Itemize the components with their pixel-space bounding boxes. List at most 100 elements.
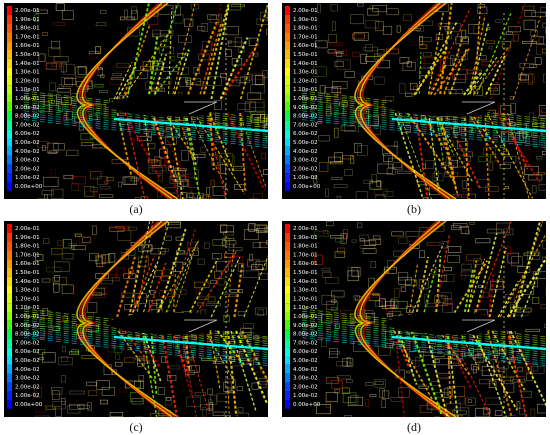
legend-swatch (285, 364, 290, 374)
legend-swatch (7, 285, 12, 295)
legend-label: 1.30e-01 (15, 70, 40, 76)
legend-swatch (285, 232, 290, 242)
legend-swatch (7, 6, 12, 15)
body-outline (184, 101, 218, 115)
legend-label: 1.40e-01 (15, 279, 40, 285)
legend-label: 1.90e-01 (15, 235, 40, 241)
legend-swatch (285, 259, 290, 268)
legend-label: 6.00e-02 (293, 131, 318, 137)
legend-label: 1.40e-01 (15, 61, 40, 67)
legend-label: 1.10e-01 (15, 305, 40, 311)
legend-label: 4.00e-02 (15, 367, 40, 373)
legend-swatch (7, 224, 12, 233)
legend-label: 0.00e+00 (15, 184, 43, 190)
legend-label: 1.00e-02 (293, 393, 318, 399)
contour-noise (314, 221, 546, 417)
legend-swatch (285, 400, 290, 409)
legend-label: 1.20e-01 (15, 78, 40, 84)
legend-swatch (285, 250, 290, 260)
legend-swatch (7, 312, 12, 321)
legend-swatch (7, 347, 12, 356)
body-shape (384, 312, 488, 335)
legend-label: 1.30e-01 (293, 70, 318, 76)
body-shape (106, 312, 210, 335)
legend-swatch (285, 268, 290, 277)
legend-label: 8.00e-02 (293, 114, 318, 120)
legend-swatch (7, 94, 12, 103)
legend-label: 5.00e-02 (15, 140, 40, 146)
color-legend (7, 6, 12, 191)
legend-label: 5.00e-02 (293, 358, 318, 364)
legend-label: 6.00e-02 (293, 349, 318, 355)
legend-swatch (285, 14, 290, 24)
legend-label: 2.00e-02 (293, 384, 318, 390)
legend-label: 1.80e-01 (15, 244, 40, 250)
legend-label: 3.00e-02 (15, 376, 40, 382)
legend-label: 1.60e-01 (293, 261, 318, 267)
legend-label: 4.00e-02 (293, 149, 318, 155)
legend-swatch (285, 146, 290, 156)
legend-swatch (7, 41, 12, 50)
legend-swatch (285, 6, 290, 15)
legend-swatch (7, 294, 12, 304)
legend-swatch (7, 329, 12, 339)
legend-swatch (7, 102, 12, 112)
legend-swatch (7, 14, 12, 24)
legend-label: 3.00e-02 (15, 158, 40, 164)
contour-panel-c: 2.00e-01 1.90e-01 1.80e-01 1.70e-01 1.60e-01… (4, 221, 268, 417)
legend-swatch (7, 259, 12, 268)
legend-swatch (285, 356, 290, 365)
caption-c: (c) (129, 420, 143, 434)
legend-label: 1.10e-01 (293, 305, 318, 311)
legend-label: 7.00e-02 (293, 340, 318, 346)
legend-swatch (7, 155, 12, 165)
legend-label: 1.50e-01 (15, 270, 40, 276)
legend-swatch (7, 356, 12, 365)
legend-swatch (7, 232, 12, 242)
legend-swatch (285, 76, 290, 86)
legend-swatch (7, 23, 12, 33)
legend-swatch (7, 50, 12, 59)
legend-swatch (285, 85, 290, 94)
legend-label: 7.00e-02 (15, 122, 40, 128)
legend-label: 0.00e+00 (293, 402, 321, 408)
legend-swatch (285, 294, 290, 304)
legend-swatch (285, 120, 290, 130)
legend-label: 1.30e-01 (293, 288, 318, 294)
legend-swatch (7, 373, 12, 383)
legend-label: 1.70e-01 (293, 252, 318, 258)
legend-swatch (7, 268, 12, 277)
legend-swatch (7, 32, 12, 42)
legend-swatch (285, 23, 290, 33)
legend-swatch (7, 276, 12, 286)
legend-swatch (285, 50, 290, 59)
legend-swatch (285, 155, 290, 165)
body-outline (184, 319, 218, 333)
legend-label: 1.00e-02 (293, 175, 318, 181)
caption-a: (a) (129, 202, 143, 216)
legend-label: 1.10e-01 (293, 87, 318, 93)
legend-label: 9.00e-02 (15, 105, 40, 111)
legend-swatch (285, 182, 290, 191)
legend-label: 1.00e-01 (293, 314, 318, 320)
legend-label: 1.60e-01 (293, 43, 318, 49)
legend-swatch (285, 111, 290, 121)
legend-swatch (285, 94, 290, 103)
legend-label: 1.50e-01 (293, 270, 318, 276)
legend-label: 5.00e-02 (293, 140, 318, 146)
legend-swatch (285, 224, 290, 233)
legend-label: 1.20e-01 (15, 296, 40, 302)
legend-label: 1.00e-01 (293, 96, 318, 102)
legend-swatch (7, 138, 12, 147)
color-legend (285, 224, 290, 409)
legend-label: 1.40e-01 (293, 279, 318, 285)
legend-label: 0.00e+00 (293, 184, 321, 190)
legend-swatch (7, 391, 12, 400)
legend-label: 1.00e-01 (15, 314, 40, 320)
legend-swatch (7, 400, 12, 409)
body-shape (384, 94, 488, 117)
legend-label: 1.80e-01 (293, 244, 318, 250)
caption-d: (d) (407, 420, 421, 434)
legend-label: 8.00e-02 (15, 114, 40, 120)
